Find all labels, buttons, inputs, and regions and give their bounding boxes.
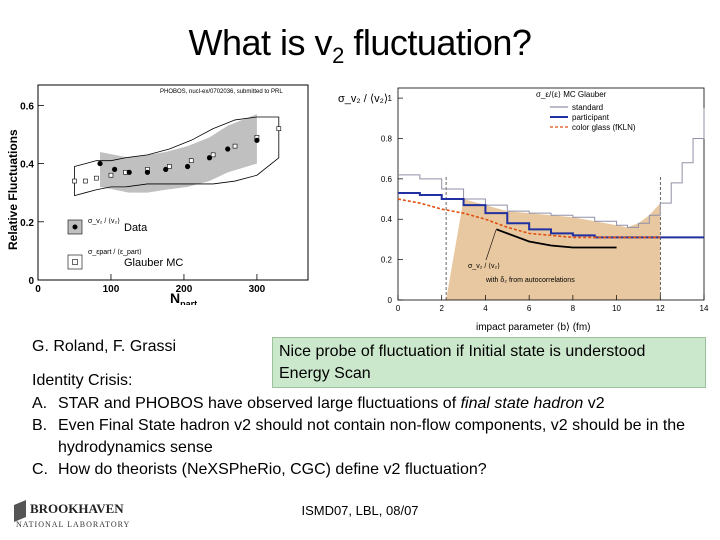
data-point [163, 166, 169, 173]
mc-point [108, 172, 114, 178]
data-point [206, 155, 213, 161]
x-tick-label: 6 [527, 304, 532, 313]
fluctuation-shaded-region [446, 199, 661, 300]
legend-mc-label: Glauber MC [124, 257, 183, 269]
right-plot-curves [397, 108, 705, 249]
data-point [112, 166, 118, 173]
logo-mark [14, 500, 26, 522]
data-point [225, 146, 231, 152]
data-systematic-band [100, 114, 257, 193]
list-item-text: How do theorists (NeXSPheRio, CGC) defin… [58, 461, 487, 478]
callout-line-2: Energy Scan [279, 365, 371, 382]
list-item-label: C. [32, 461, 48, 478]
left-plot-frame [37, 84, 309, 281]
y-tick-label: 0.8 [381, 134, 393, 143]
data-point [254, 137, 260, 143]
right-plot-ylabel: σ_v₂ / ⟨v₂⟩ [338, 93, 388, 105]
y-tick-label: 0 [388, 296, 393, 305]
y-tick-label: 0.4 [381, 215, 393, 224]
logo-line-2: NATIONAL LABORATORY [16, 520, 130, 529]
title-tail: fluctuation? [343, 22, 532, 63]
glauber-mc-band [74, 116, 280, 197]
right-plot-frame [397, 87, 705, 301]
list-item-label: B. [32, 417, 48, 434]
legend-label: standard [572, 103, 603, 112]
crisis-heading: Identity Crisis: [32, 372, 133, 389]
autocorrelation-curve [496, 228, 617, 249]
legend-label: color glass (fKLN) [572, 123, 636, 132]
figure-credit: G. Roland, F. Grassi [32, 338, 177, 355]
data-point [144, 169, 151, 175]
legend-data-symbol: σ_v₂ / ⟨v₂⟩ [88, 217, 120, 225]
list-item-text: STAR and PHOBOS have observed large fluc… [58, 395, 605, 412]
x-tick-label: 300 [249, 284, 266, 295]
x-tick-label: 100 [103, 284, 120, 295]
y-tick-label: 0.4 [20, 160, 34, 171]
right-legend-title: σ_ε/⟨ε⟩ MC Glauber [536, 90, 607, 99]
y-tick-label: 0.2 [381, 256, 393, 265]
x-tick-label: 4 [483, 304, 488, 313]
x-tick-label: 2 [439, 304, 444, 313]
x-tick-label: 0 [35, 284, 41, 295]
callout-line-1: Nice probe of fluctuation if Initial sta… [279, 343, 646, 360]
mc-point [83, 178, 88, 184]
right-plot-xlabel: impact parameter ⟨b⟩ (fm) [476, 322, 591, 333]
y-tick-label: 0.6 [381, 175, 393, 184]
data-point [97, 160, 103, 167]
left-plot-xlabel: Npart [170, 290, 197, 305]
title-main: What is v [188, 22, 333, 63]
mc-point [232, 143, 238, 149]
title-subscript: 2 [332, 43, 344, 69]
y-tick-label: 0 [28, 276, 34, 287]
mc-point [94, 175, 99, 181]
mc-point [276, 126, 282, 131]
logo-line-1: BROOKHAVEN [30, 501, 124, 516]
mc-point [72, 178, 77, 184]
list-item: C. How do theorists (NeXSPheRio, CGC) de… [32, 459, 718, 481]
x-tick-label: 200 [176, 284, 193, 295]
list-item-label: A. [32, 395, 48, 412]
y-tick-label: 0.6 [20, 101, 34, 112]
legend-mc-marker [72, 259, 78, 265]
legend-data-label: Data [124, 222, 148, 234]
left-plot-axes: 0 0.2 0.4 0.6 0 100 200 300 [20, 101, 266, 295]
list-item: A. STAR and PHOBOS have observed large f… [32, 393, 718, 415]
legend-data-marker [72, 224, 78, 230]
callout-box: Nice probe of fluctuation if Initial sta… [272, 337, 706, 388]
left-plot-header: PHOBOS, nucl-ex/0702036, submitted to PR… [160, 89, 283, 95]
y-tick-label: 1 [388, 94, 393, 103]
color-glass-curve [397, 198, 661, 239]
mc-glauber-eccentricity-plot: 00.20.40.60.810 2 4 6 8 10 12 14 σ_v₂ / ⟨v₂⟩ σ_… [338, 87, 709, 333]
brookhaven-logo: BROOKHAVEN NATIONAL LABORATORY [14, 500, 130, 529]
left-plot-points [72, 126, 282, 184]
x-tick-label: 12 [656, 304, 665, 313]
annotation-symbol: σ_v₂ / ⟨v₂⟩ [468, 262, 500, 270]
x-tick-label: 0 [396, 304, 401, 313]
mc-point [167, 164, 172, 169]
x-tick-label: 10 [612, 304, 621, 313]
legend-label: participant [572, 113, 610, 122]
legend-mc-symbol: σ_εpart / ⟨ε_part⟩ [88, 248, 142, 256]
x-tick-label: 14 [700, 304, 709, 313]
left-plot-ylabel: Relative Fluctuations [8, 129, 20, 250]
list-item-text: Even Final State hadron v2 should not co… [58, 417, 686, 456]
x-tick-label: 8 [571, 304, 576, 313]
phobos-fluctuation-plot: PHOBOS, nucl-ex/0702036, submitted to PR… [8, 84, 309, 305]
mc-point [188, 158, 194, 163]
annotation-arrow [485, 229, 497, 261]
slide-title: What is v2 fluctuation? [0, 22, 720, 69]
data-point [184, 163, 191, 170]
y-tick-label: 0.2 [20, 218, 34, 229]
mc-point [210, 152, 216, 158]
annotation-text: with δ₂ from autocorrelations [485, 277, 575, 284]
slide-footer: ISMD07, LBL, 08/07 [301, 503, 419, 518]
list-item: B. Even Final State hadron v2 should not… [32, 415, 718, 459]
data-point [126, 169, 132, 175]
crisis-list: A. STAR and PHOBOS have observed large f… [32, 393, 718, 481]
